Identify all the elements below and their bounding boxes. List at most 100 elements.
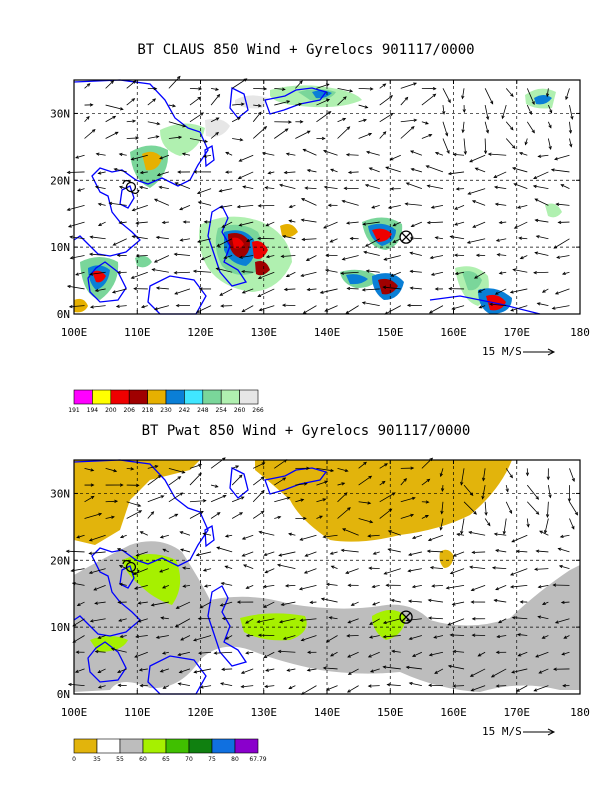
wind-vector xyxy=(346,685,359,693)
wind-vector xyxy=(295,120,304,124)
wind-vector xyxy=(454,204,465,210)
wind-vector xyxy=(483,138,488,155)
wind-vector xyxy=(189,510,204,519)
panel1-wind-vectors xyxy=(66,75,574,315)
wind-vector xyxy=(561,271,570,276)
wind-vector xyxy=(245,634,254,638)
wind-vector xyxy=(139,170,148,175)
wind-vector xyxy=(498,271,507,275)
wind-vector xyxy=(559,534,570,539)
wind-vector xyxy=(274,477,287,486)
wind-vector xyxy=(66,284,85,290)
wind-vector xyxy=(257,204,275,208)
wind-vector xyxy=(118,565,127,570)
wind-vector xyxy=(337,482,346,486)
wind-vector xyxy=(274,120,292,124)
wind-vector xyxy=(363,250,380,256)
wind-vector xyxy=(84,512,103,519)
wind-vector xyxy=(94,288,106,293)
wind-vector xyxy=(300,685,317,695)
wind-vector xyxy=(532,184,549,190)
wind-vector xyxy=(430,204,444,209)
wind-vector xyxy=(265,668,275,672)
wind-vector xyxy=(387,548,401,553)
colorbar-swatch xyxy=(73,738,98,754)
coastline-philippines xyxy=(207,585,248,667)
wind-vector xyxy=(408,635,422,641)
wind-vector xyxy=(421,514,429,519)
colorbar-label: 194 xyxy=(87,407,99,414)
wind-vector xyxy=(365,269,380,273)
wind-vector xyxy=(147,495,165,503)
wind-vector xyxy=(400,496,416,503)
wind-vector xyxy=(510,584,528,589)
wind-vector xyxy=(281,303,296,307)
wind-vector xyxy=(159,534,169,539)
wind-vector xyxy=(547,138,552,150)
y-tick-label: 20N xyxy=(50,174,70,187)
wind-vector xyxy=(150,601,169,607)
wind-vector xyxy=(139,531,148,536)
wind-vector xyxy=(97,635,106,639)
panel2-colorbar: 0 35 55 60 65 70 75 80 67.79 xyxy=(72,738,267,763)
colorbar-swatch xyxy=(142,738,167,754)
wind-vector xyxy=(199,601,212,609)
wind-vector xyxy=(88,534,106,542)
wind-vector xyxy=(358,104,369,109)
wind-vector xyxy=(282,635,296,640)
wind-vector xyxy=(469,668,486,677)
wind-vector xyxy=(358,501,372,505)
wind-vector xyxy=(505,121,514,131)
wind-vector xyxy=(400,96,409,106)
wind-vector xyxy=(76,601,85,606)
wind-vector xyxy=(557,547,570,553)
wind-vector xyxy=(567,485,572,503)
wind-vector xyxy=(369,618,380,625)
wind-vector xyxy=(130,271,148,279)
wind-vector xyxy=(295,102,303,107)
wind-vector xyxy=(118,221,127,225)
wind-vector xyxy=(481,484,486,500)
wind-vector xyxy=(341,199,359,206)
wind-vector xyxy=(512,268,528,273)
wind-vector xyxy=(225,151,233,156)
wind-vector xyxy=(300,198,317,206)
wind-vector xyxy=(175,303,190,308)
wind-vector xyxy=(497,618,507,624)
wind-vector xyxy=(253,462,266,469)
wind-vector xyxy=(97,221,106,226)
wind-vector xyxy=(174,288,191,295)
wind-vector xyxy=(131,204,148,212)
wind-vector xyxy=(328,616,338,620)
coastline-asia xyxy=(73,79,209,257)
wind-vector xyxy=(474,167,486,173)
wind-vector xyxy=(533,171,549,179)
wind-vector xyxy=(252,476,265,486)
wind-vector xyxy=(345,221,359,225)
wind-vector xyxy=(495,549,507,553)
wind-vector xyxy=(551,305,570,310)
wind-vector xyxy=(231,512,244,519)
colorbar-swatch xyxy=(234,738,259,754)
wind-vector xyxy=(174,618,191,628)
wind-vector xyxy=(511,616,528,620)
wind-vector xyxy=(215,267,233,273)
y-tick-label: 0N xyxy=(57,308,70,321)
wind-vector xyxy=(306,668,317,672)
wind-vector xyxy=(372,601,380,606)
wind-vector xyxy=(434,668,444,674)
wind-vector xyxy=(221,616,233,621)
wind-vector xyxy=(501,104,507,120)
wind-vector xyxy=(494,185,507,190)
colorbar-label: 254 xyxy=(215,407,227,414)
wind-vector xyxy=(89,235,106,240)
colorbar-label: 0 xyxy=(72,756,76,763)
wind-vector xyxy=(139,684,148,688)
wind-vector xyxy=(385,166,401,173)
wind-vector xyxy=(453,253,465,257)
x-tick-label: 120E xyxy=(187,706,214,719)
wind-vector xyxy=(238,255,254,259)
wind-vector xyxy=(241,269,254,274)
wind-vector xyxy=(442,88,451,104)
tropical-cyclone-marker xyxy=(122,559,140,575)
